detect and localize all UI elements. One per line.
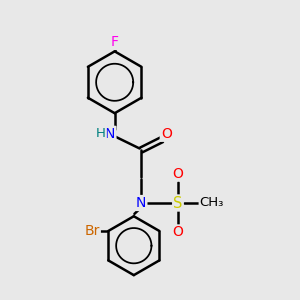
Text: H: H	[96, 127, 106, 140]
Text: O: O	[172, 225, 183, 239]
Text: CH₃: CH₃	[200, 196, 224, 209]
Text: Br: Br	[84, 224, 100, 238]
Text: N: N	[136, 196, 146, 210]
Text: O: O	[172, 167, 183, 181]
Text: O: O	[161, 127, 172, 141]
Text: F: F	[111, 35, 119, 49]
Text: N: N	[105, 127, 116, 141]
Text: S: S	[173, 196, 183, 211]
